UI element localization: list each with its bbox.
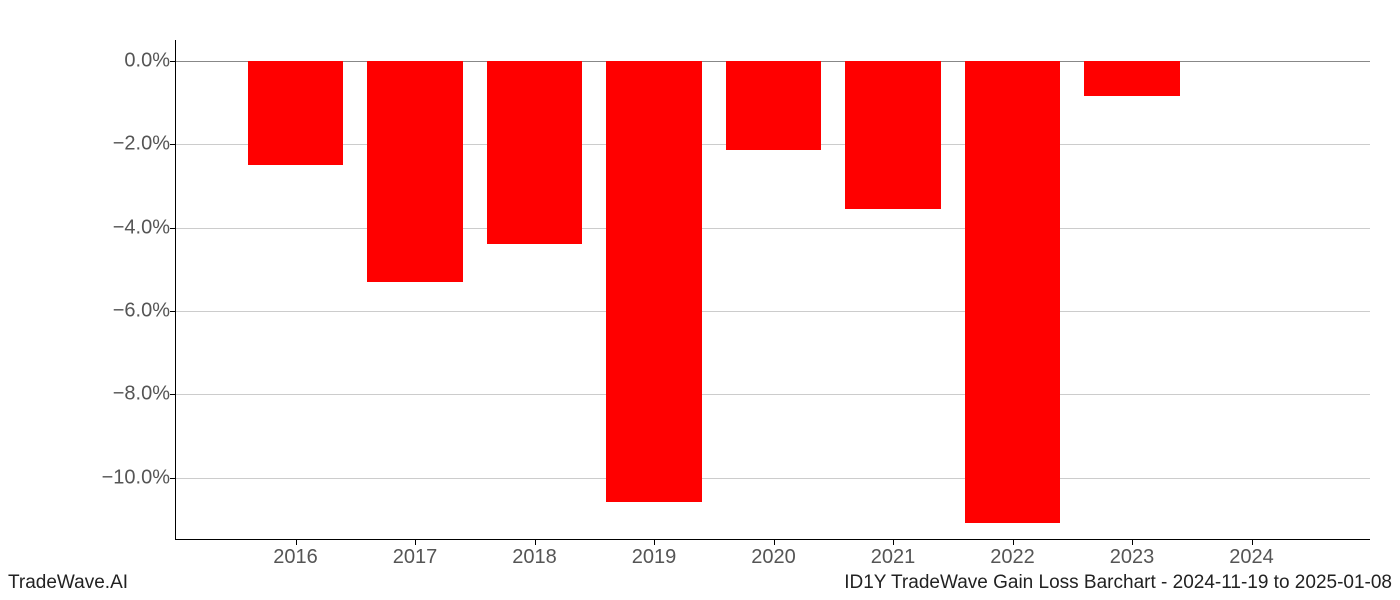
xtick-label: 2020 — [751, 546, 796, 569]
xtick-label: 2019 — [632, 546, 677, 569]
xtick-label: 2023 — [1110, 546, 1155, 569]
bar — [367, 61, 463, 282]
bar — [606, 61, 702, 503]
ytick-label: −2.0% — [70, 133, 170, 156]
footer-right-text: ID1Y TradeWave Gain Loss Barchart - 2024… — [844, 572, 1392, 594]
ytick-mark — [170, 394, 176, 395]
xtick-label: 2021 — [871, 546, 916, 569]
xtick-label: 2024 — [1229, 546, 1274, 569]
ytick-label: −10.0% — [70, 466, 170, 489]
gridline — [176, 228, 1370, 229]
xtick-mark — [893, 539, 894, 545]
bar — [726, 61, 822, 151]
ytick-mark — [170, 311, 176, 312]
footer-left-text: TradeWave.AI — [8, 572, 128, 594]
bar — [965, 61, 1061, 524]
ytick-mark — [170, 61, 176, 62]
xtick-mark — [1252, 539, 1253, 545]
xtick-label: 2018 — [512, 546, 557, 569]
ytick-mark — [170, 228, 176, 229]
plot-area: 201620172018201920202021202220232024 — [175, 40, 1370, 540]
bar — [248, 61, 344, 165]
ytick-mark — [170, 144, 176, 145]
bar — [487, 61, 583, 244]
bar — [845, 61, 941, 209]
xtick-mark — [1132, 539, 1133, 545]
ytick-label: −8.0% — [70, 383, 170, 406]
ytick-label: 0.0% — [70, 49, 170, 72]
ytick-label: −6.0% — [70, 299, 170, 322]
gridline — [176, 311, 1370, 312]
xtick-mark — [654, 539, 655, 545]
xtick-mark — [1013, 539, 1014, 545]
ytick-label: −4.0% — [70, 216, 170, 239]
bar — [1084, 61, 1180, 96]
chart-container: 201620172018201920202021202220232024 — [175, 40, 1370, 540]
gridline — [176, 394, 1370, 395]
xtick-mark — [535, 539, 536, 545]
xtick-mark — [415, 539, 416, 545]
xtick-label: 2022 — [990, 546, 1035, 569]
xtick-label: 2017 — [393, 546, 438, 569]
gridline — [176, 478, 1370, 479]
xtick-mark — [296, 539, 297, 545]
xtick-label: 2016 — [273, 546, 318, 569]
ytick-mark — [170, 478, 176, 479]
xtick-mark — [774, 539, 775, 545]
